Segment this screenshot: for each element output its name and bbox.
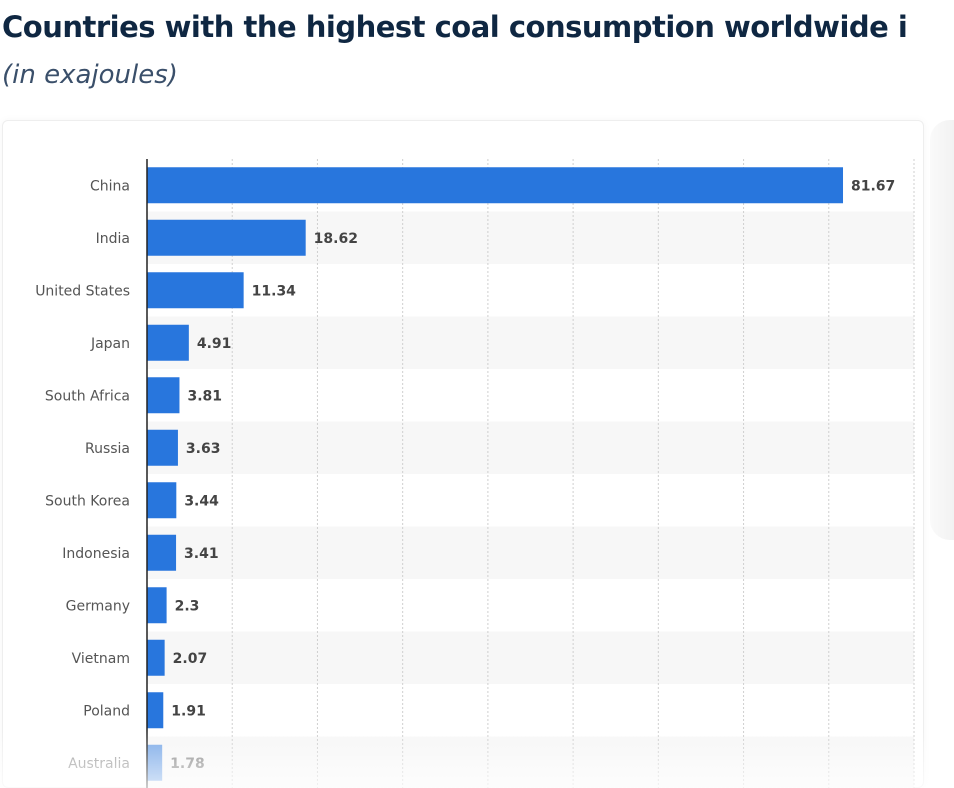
bar-vietnam bbox=[147, 639, 165, 676]
row-stripe bbox=[147, 631, 914, 684]
category-label: India bbox=[96, 231, 130, 247]
side-panel-edge bbox=[930, 120, 954, 540]
bar-united-states bbox=[147, 272, 244, 309]
category-label: Vietnam bbox=[72, 651, 130, 667]
bar-india bbox=[147, 219, 306, 256]
chart-subtitle: (in exajoules) bbox=[2, 60, 178, 90]
data-label: 4.91 bbox=[197, 336, 232, 352]
data-label: 1.91 bbox=[171, 703, 206, 719]
bar-indonesia bbox=[147, 534, 177, 571]
category-label: Poland bbox=[83, 703, 130, 719]
category-label: Germany bbox=[66, 598, 130, 614]
category-label: China bbox=[90, 178, 130, 194]
bar-australia bbox=[147, 744, 163, 781]
category-label: Russia bbox=[85, 441, 130, 457]
category-label: Japan bbox=[90, 336, 130, 352]
chart-title: Countries with the highest coal consumpt… bbox=[2, 10, 908, 44]
category-label: Australia bbox=[68, 756, 130, 772]
data-label: 3.81 bbox=[187, 388, 222, 404]
category-label: South Africa bbox=[45, 388, 130, 404]
row-stripe bbox=[147, 526, 914, 579]
bar-germany bbox=[147, 587, 167, 624]
bar-south-korea bbox=[147, 482, 177, 519]
bar-china bbox=[147, 167, 844, 204]
data-label: 3.44 bbox=[184, 493, 219, 509]
bar-japan bbox=[147, 324, 189, 361]
category-label: United States bbox=[35, 283, 130, 299]
category-label: South Korea bbox=[45, 493, 130, 509]
data-label: 3.41 bbox=[184, 546, 219, 562]
data-label: 3.63 bbox=[186, 441, 221, 457]
data-label: 2.07 bbox=[173, 651, 208, 667]
data-label: 18.62 bbox=[314, 231, 358, 247]
bar-poland bbox=[147, 692, 164, 729]
data-label: 81.67 bbox=[851, 178, 895, 194]
row-stripe bbox=[147, 421, 914, 474]
data-label: 1.78 bbox=[170, 756, 205, 772]
bar-south-africa bbox=[147, 377, 180, 414]
row-stripe bbox=[147, 736, 914, 788]
data-label: 11.34 bbox=[252, 283, 297, 299]
data-label: 2.3 bbox=[175, 598, 200, 614]
bar-russia bbox=[147, 429, 178, 466]
row-stripe bbox=[147, 316, 914, 369]
category-label: Indonesia bbox=[62, 546, 130, 562]
